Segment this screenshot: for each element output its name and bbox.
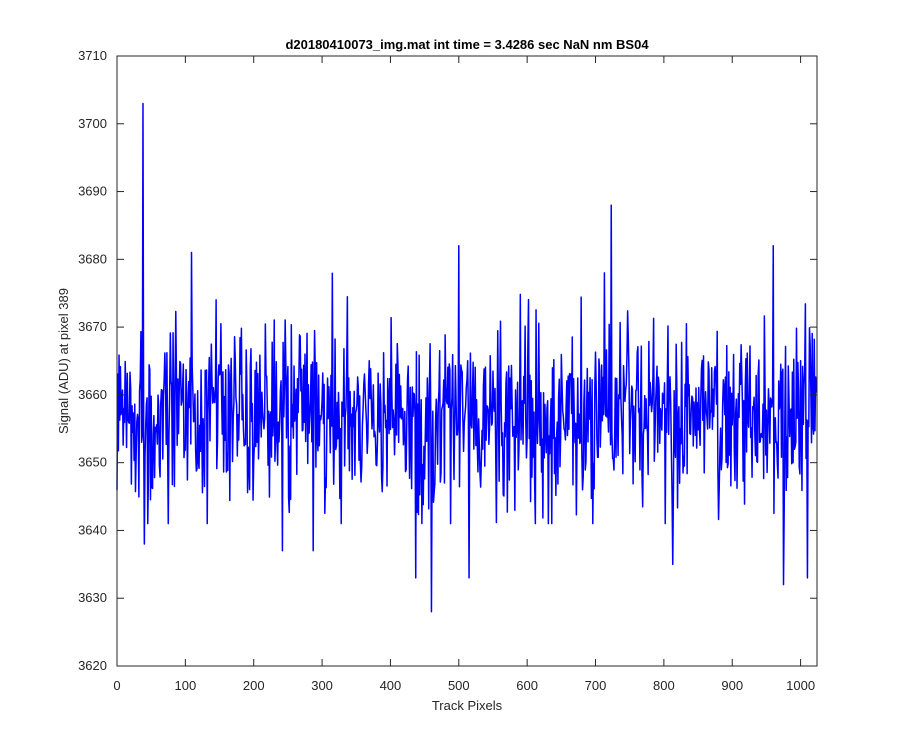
x-tick-label: 900 bbox=[721, 678, 743, 693]
series-line bbox=[116, 102, 818, 613]
y-tick-label: 3650 bbox=[78, 455, 107, 470]
y-tick-label: 3620 bbox=[78, 658, 107, 673]
x-tick-label: 700 bbox=[585, 678, 607, 693]
x-tick-label: 0 bbox=[113, 678, 120, 693]
axes-layer: 0 100 200 300 400 500 600 700 800 900 1000 3620 3630… bbox=[78, 48, 818, 693]
x-tick-label: 500 bbox=[448, 678, 470, 693]
x-tick-label: 1000 bbox=[786, 678, 815, 693]
y-tick-label: 3690 bbox=[78, 184, 107, 199]
x-tick-label: 800 bbox=[653, 678, 675, 693]
y-tick-label: 3630 bbox=[78, 590, 107, 605]
y-tick-label: 3670 bbox=[78, 319, 107, 334]
y-tick-label: 3680 bbox=[78, 251, 107, 266]
x-tick-label: 600 bbox=[516, 678, 538, 693]
y-tick-label: 3700 bbox=[78, 116, 107, 131]
plot-box bbox=[116, 55, 818, 667]
y-axis-label: Signal (ADU) at pixel 389 bbox=[56, 288, 71, 434]
y-tick-label: 3640 bbox=[78, 522, 107, 537]
x-tick-label: 300 bbox=[311, 678, 333, 693]
series-layer bbox=[116, 102, 818, 613]
x-tick-label: 200 bbox=[243, 678, 265, 693]
y-tick-label: 3710 bbox=[78, 48, 107, 63]
chart-title: d20180410073_img.mat int time = 3.4286 s… bbox=[285, 37, 649, 52]
x-axis-label: Track Pixels bbox=[432, 698, 503, 713]
x-tick-label: 100 bbox=[175, 678, 197, 693]
y-tick-label: 3660 bbox=[78, 387, 107, 402]
x-tick-label: 400 bbox=[380, 678, 402, 693]
